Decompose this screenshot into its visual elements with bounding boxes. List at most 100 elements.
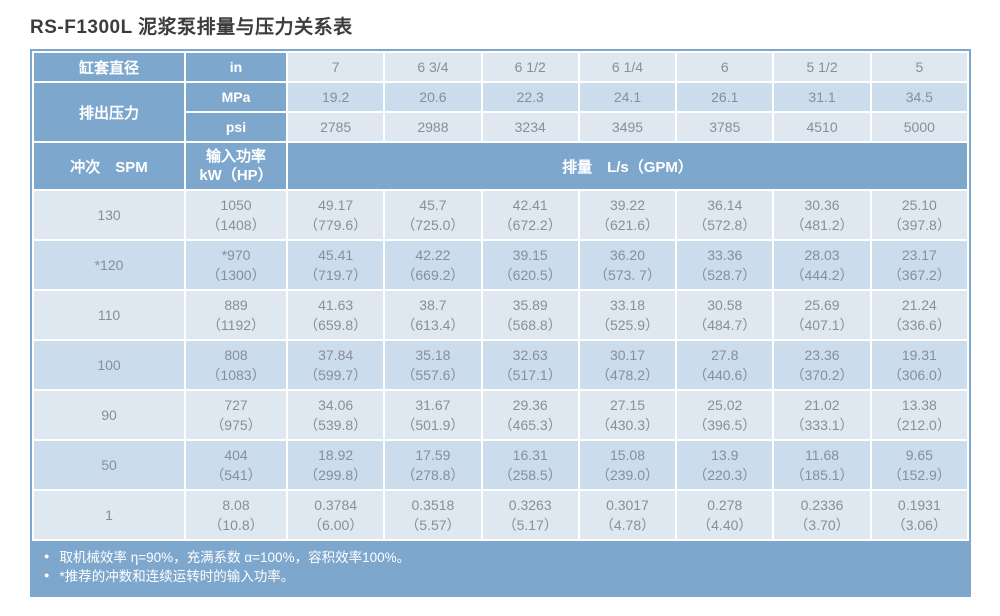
flow-cell: 37.84 （599.7）: [288, 341, 384, 389]
diameter-value: 5 1/2: [774, 53, 870, 81]
flow-cell: 42.22 （669.2）: [385, 241, 481, 289]
mpa-value: 31.1: [774, 83, 870, 111]
bullet-icon: ●: [44, 570, 50, 580]
spm-value: 100: [34, 341, 184, 389]
flow-cell: 0.1931 （3.06）: [871, 491, 967, 539]
unit-in-label: in: [186, 53, 286, 81]
flow-cell: 25.69 （407.1）: [774, 291, 870, 339]
power-cell: 8.08 （10.8）: [186, 491, 286, 539]
diameter-value: 5: [871, 53, 967, 81]
flow-cell: 23.36 （370.2）: [774, 341, 870, 389]
flow-cell: 35.18 （557.6）: [385, 341, 481, 389]
flow-cell: 39.15 （620.5）: [482, 241, 578, 289]
footnote-text: *推荐的冲数和连续运转时的输入功率。: [59, 569, 295, 584]
liner-diameter-label: 缸套直径: [34, 53, 184, 81]
spm-value: 110: [34, 291, 184, 339]
header-row-spm-power-flow: 冲次 SPM 输入功率 kW（HP） 排量 L/s（GPM）: [34, 143, 967, 189]
mpa-value: 24.1: [579, 83, 676, 111]
power-cell: 727 （975）: [186, 391, 286, 439]
flow-cell: 13.38 （212.0）: [871, 391, 967, 439]
flow-cell: 13.9 （220.3）: [677, 441, 773, 489]
flow-cell: 32.63 （517.1）: [482, 341, 578, 389]
flow-cell: 42.41 （672.2）: [482, 191, 578, 239]
displacement-label: 排量 L/s（GPM）: [288, 143, 967, 189]
flow-cell: 35.89 （568.8）: [482, 291, 578, 339]
footnote-recommended: ● *推荐的冲数和连续运转时的输入功率。: [44, 567, 959, 586]
flow-cell: 31.67 （501.9）: [385, 391, 481, 439]
mpa-value: 20.6: [385, 83, 481, 111]
psi-value: 3495: [579, 113, 676, 141]
power-cell: *970 （1300）: [186, 241, 286, 289]
flow-cell: 33.18 （525.9）: [579, 291, 676, 339]
flow-cell: 27.8 （440.6）: [677, 341, 773, 389]
flow-cell: 23.17 （367.2）: [871, 241, 967, 289]
flow-cell: 45.7 （725.0）: [385, 191, 481, 239]
flow-cell: 9.65 （152.9）: [871, 441, 967, 489]
unit-psi-label: psi: [186, 113, 286, 141]
flow-cell: 38.7 （613.4）: [385, 291, 481, 339]
table-row: 110 889 （1192） 41.63 （659.8） 38.7 （613.4…: [34, 291, 967, 339]
diameter-value: 6 1/2: [482, 53, 578, 81]
table-row: *120 *970 （1300） 45.41 （719.7） 42.22 （66…: [34, 241, 967, 289]
flow-cell: 25.10 （397.8）: [871, 191, 967, 239]
flow-cell: 45.41 （719.7）: [288, 241, 384, 289]
flow-cell: 0.3017 （4.78）: [579, 491, 676, 539]
psi-value: 2988: [385, 113, 481, 141]
flow-cell: 27.15 （430.3）: [579, 391, 676, 439]
flow-cell: 41.63 （659.8）: [288, 291, 384, 339]
stroke-spm-label: 冲次 SPM: [34, 143, 184, 189]
pump-spec-table: 缸套直径 in 7 6 3/4 6 1/2 6 1/4 6 5 1/2 5 排出…: [32, 51, 969, 541]
spm-value: *120: [34, 241, 184, 289]
diameter-value: 7: [288, 53, 384, 81]
power-cell: 889 （1192）: [186, 291, 286, 339]
flow-cell: 17.59 （278.8）: [385, 441, 481, 489]
power-cell: 808 （1083）: [186, 341, 286, 389]
diameter-value: 6 1/4: [579, 53, 676, 81]
footnotes: ● 取机械效率 η=90%，充满系数 α=100%，容积效率100%。 ● *推…: [32, 541, 969, 595]
psi-value: 5000: [871, 113, 967, 141]
spm-value: 50: [34, 441, 184, 489]
bullet-icon: ●: [44, 551, 50, 561]
flow-cell: 36.20 （573. 7）: [579, 241, 676, 289]
footnote-text: 取机械效率 η=90%，充满系数 α=100%，容积效率100%。: [59, 550, 411, 565]
mpa-value: 34.5: [871, 83, 967, 111]
header-row-pressure-mpa: 排出压力 MPa 19.2 20.6 22.3 24.1 26.1 31.1 3…: [34, 83, 967, 141]
flow-cell: 16.31 （258.5）: [482, 441, 578, 489]
flow-cell: 30.58 （484.7）: [677, 291, 773, 339]
psi-value: 4510: [774, 113, 870, 141]
spm-value: 130: [34, 191, 184, 239]
flow-cell: 34.06 （539.8）: [288, 391, 384, 439]
table-row: 130 1050 （1408） 49.17 （779.6） 45.7 （725.…: [34, 191, 967, 239]
flow-cell: 29.36 （465.3）: [482, 391, 578, 439]
table-row: 1 8.08 （10.8） 0.3784 （6.00） 0.3518 （5.57…: [34, 491, 967, 539]
table-row: 90 727 （975） 34.06 （539.8） 31.67 （501.9）…: [34, 391, 967, 439]
flow-cell: 0.2336 （3.70）: [774, 491, 870, 539]
header-row-pressure-psi: psi 2785 2988 3234 3495 3785 4510 5000: [34, 113, 967, 141]
flow-cell: 28.03 （444.2）: [774, 241, 870, 289]
flow-cell: 21.24 （336.6）: [871, 291, 967, 339]
flow-cell: 0.3784 （6.00）: [288, 491, 384, 539]
spm-value: 1: [34, 491, 184, 539]
psi-value: 3234: [482, 113, 578, 141]
mpa-value: 19.2: [288, 83, 384, 111]
power-cell: 1050 （1408）: [186, 191, 286, 239]
mpa-value: 22.3: [482, 83, 578, 111]
flow-cell: 0.3263 （5.17）: [482, 491, 578, 539]
pump-spec-table-frame: 缸套直径 in 7 6 3/4 6 1/2 6 1/4 6 5 1/2 5 排出…: [30, 49, 971, 597]
diameter-value: 6: [677, 53, 773, 81]
flow-cell: 18.92 （299.8）: [288, 441, 384, 489]
table-row: 50 404 （541） 18.92 （299.8） 17.59 （278.8）…: [34, 441, 967, 489]
discharge-pressure-label: 排出压力: [34, 83, 184, 141]
flow-cell: 33.36 （528.7）: [677, 241, 773, 289]
footnote-efficiency: ● 取机械效率 η=90%，充满系数 α=100%，容积效率100%。: [44, 548, 959, 567]
flow-cell: 30.36 （481.2）: [774, 191, 870, 239]
flow-cell: 39.22 （621.6）: [579, 191, 676, 239]
unit-mpa-label: MPa: [186, 83, 286, 111]
flow-cell: 15.08 （239.0）: [579, 441, 676, 489]
page-title: RS-F1300L 泥浆泵排量与压力关系表: [30, 17, 353, 38]
flow-cell: 30.17 （478.2）: [579, 341, 676, 389]
flow-cell: 21.02 （333.1）: [774, 391, 870, 439]
flow-cell: 25.02 （396.5）: [677, 391, 773, 439]
psi-value: 3785: [677, 113, 773, 141]
flow-cell: 11.68 （185.1）: [774, 441, 870, 489]
